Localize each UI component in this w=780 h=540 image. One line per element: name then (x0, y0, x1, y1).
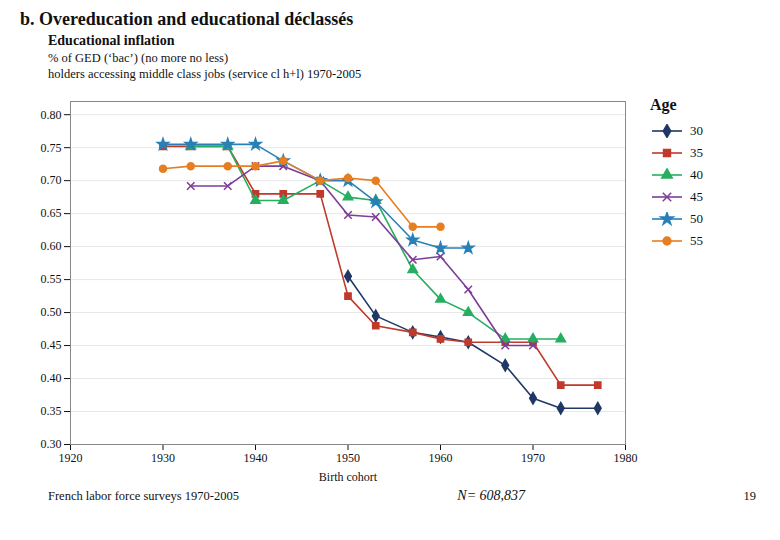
html-text:holders accessing middle class: holders accessing middle class jobs (ser… (48, 67, 362, 81)
html-text:b. Overeducation and education: b. Overeducation and educational déclass… (20, 9, 354, 29)
svg-text:0.65: 0.65 (41, 206, 62, 220)
html-text:19: 19 (743, 489, 756, 503)
svg-text:0.60: 0.60 (41, 239, 62, 253)
svg-text:0.50: 0.50 (41, 305, 62, 319)
svg-text:1920: 1920 (59, 451, 83, 465)
svg-text:1970: 1970 (521, 451, 545, 465)
html-text:50: 50 (690, 211, 703, 226)
html-text:55: 55 (690, 233, 703, 248)
svg-text:0.35: 0.35 (41, 404, 62, 418)
svg-text:0.40: 0.40 (41, 371, 62, 385)
html-text:45: 45 (690, 189, 703, 204)
svg-text:0.55: 0.55 (41, 272, 62, 286)
svg-text:0.30: 0.30 (41, 437, 62, 451)
svg-text:1950: 1950 (336, 451, 360, 465)
svg-text:0.80: 0.80 (41, 108, 62, 122)
html-text:40: 40 (690, 167, 703, 182)
svg-text:Birth cohort: Birth cohort (319, 470, 378, 484)
html-text:30: 30 (690, 123, 703, 138)
html-text:N= 608,837: N= 608,837 (457, 488, 526, 503)
html-text:Educational inflation: Educational inflation (48, 33, 175, 48)
html-text:35: 35 (690, 145, 703, 160)
svg-text:1960: 1960 (429, 451, 453, 465)
svg-text:0.75: 0.75 (41, 141, 62, 155)
svg-text:1930: 1930 (151, 451, 175, 465)
svg-text:1940: 1940 (244, 451, 268, 465)
html-text:% of GED (‘bac’) (no more no l: % of GED (‘bac’) (no more no less) (48, 51, 229, 65)
svg-text:0.45: 0.45 (41, 338, 62, 352)
html-text:Age: Age (650, 96, 677, 113)
svg-text:1980: 1980 (614, 451, 638, 465)
svg-text:0.70: 0.70 (41, 173, 62, 187)
html-text:French labor force surveys 197: French labor force surveys 1970-2005 (48, 489, 239, 503)
